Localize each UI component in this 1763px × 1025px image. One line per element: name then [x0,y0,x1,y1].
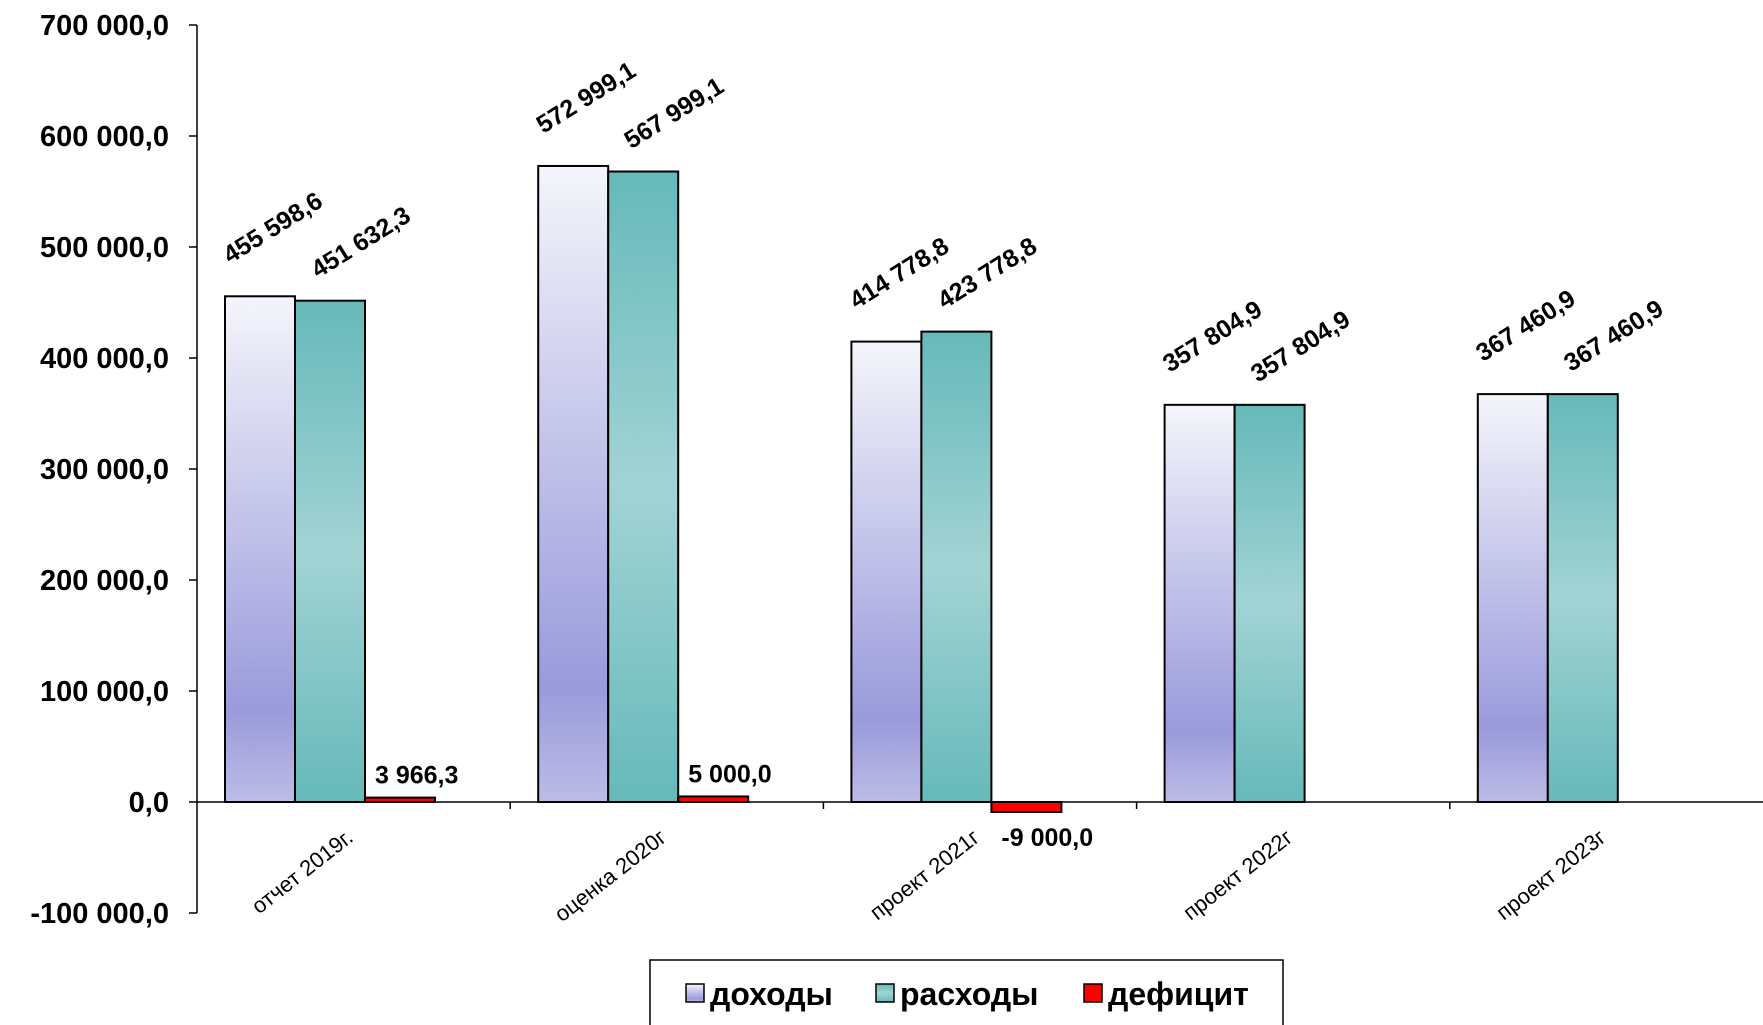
y-tick-label: 400 000,0 [40,343,169,375]
x-tick-label: оценка 2020г [550,824,671,926]
bars [224,164,1619,813]
bar-доходы [1476,393,1549,803]
legend-label: доходы [710,976,833,1012]
legend-swatch [1083,983,1103,1003]
data-label: 414 778,8 [845,232,954,315]
x-tick-label: отчет 2019г. [247,824,358,918]
legend: доходы расходы дефицит [649,959,1284,1025]
x-tick-label: проект 2022г [1178,824,1297,925]
bar-расходы [1233,403,1306,803]
y-tick-label: 600 000,0 [40,121,169,153]
y-tick-label: 100 000,0 [40,676,169,708]
data-label: 567 999,1 [620,72,729,155]
data-label: 451 632,3 [306,201,415,284]
data-label: 423 778,8 [933,232,1042,315]
legend-swatch [685,983,705,1003]
legend-swatch [875,983,895,1003]
bar-расходы [1546,393,1619,803]
y-tick-label: 0,0 [129,787,169,819]
data-label: -9 000,0 [1001,824,1093,852]
data-label: 5 000,0 [688,760,771,788]
legend-label: расходы [900,976,1038,1012]
y-tick-label: 700 000,0 [40,10,169,42]
bar-дефицит [677,795,750,804]
bar-расходы [294,299,366,803]
y-tick-label: 500 000,0 [40,232,169,264]
bar-расходы [607,170,680,803]
bar-дефицит [990,801,1063,813]
x-tick-label: проект 2023г [1491,824,1610,925]
x-tick-label: проект 2021г [865,824,984,925]
bar-дефицит [364,796,436,804]
bar-доходы [537,164,610,803]
bar-доходы [224,295,296,803]
data-label: 3 966,3 [375,762,458,790]
bar-расходы [920,330,993,803]
bar-доходы [850,340,923,803]
data-label: 572 999,1 [532,56,641,139]
legend-label: дефицит [1108,976,1249,1012]
y-tick-label: -100 000,0 [30,898,169,930]
legend-box [649,959,1284,1025]
y-tick-label: 200 000,0 [40,565,169,597]
bar-доходы [1163,403,1236,803]
y-tick-label: 300 000,0 [40,454,169,486]
